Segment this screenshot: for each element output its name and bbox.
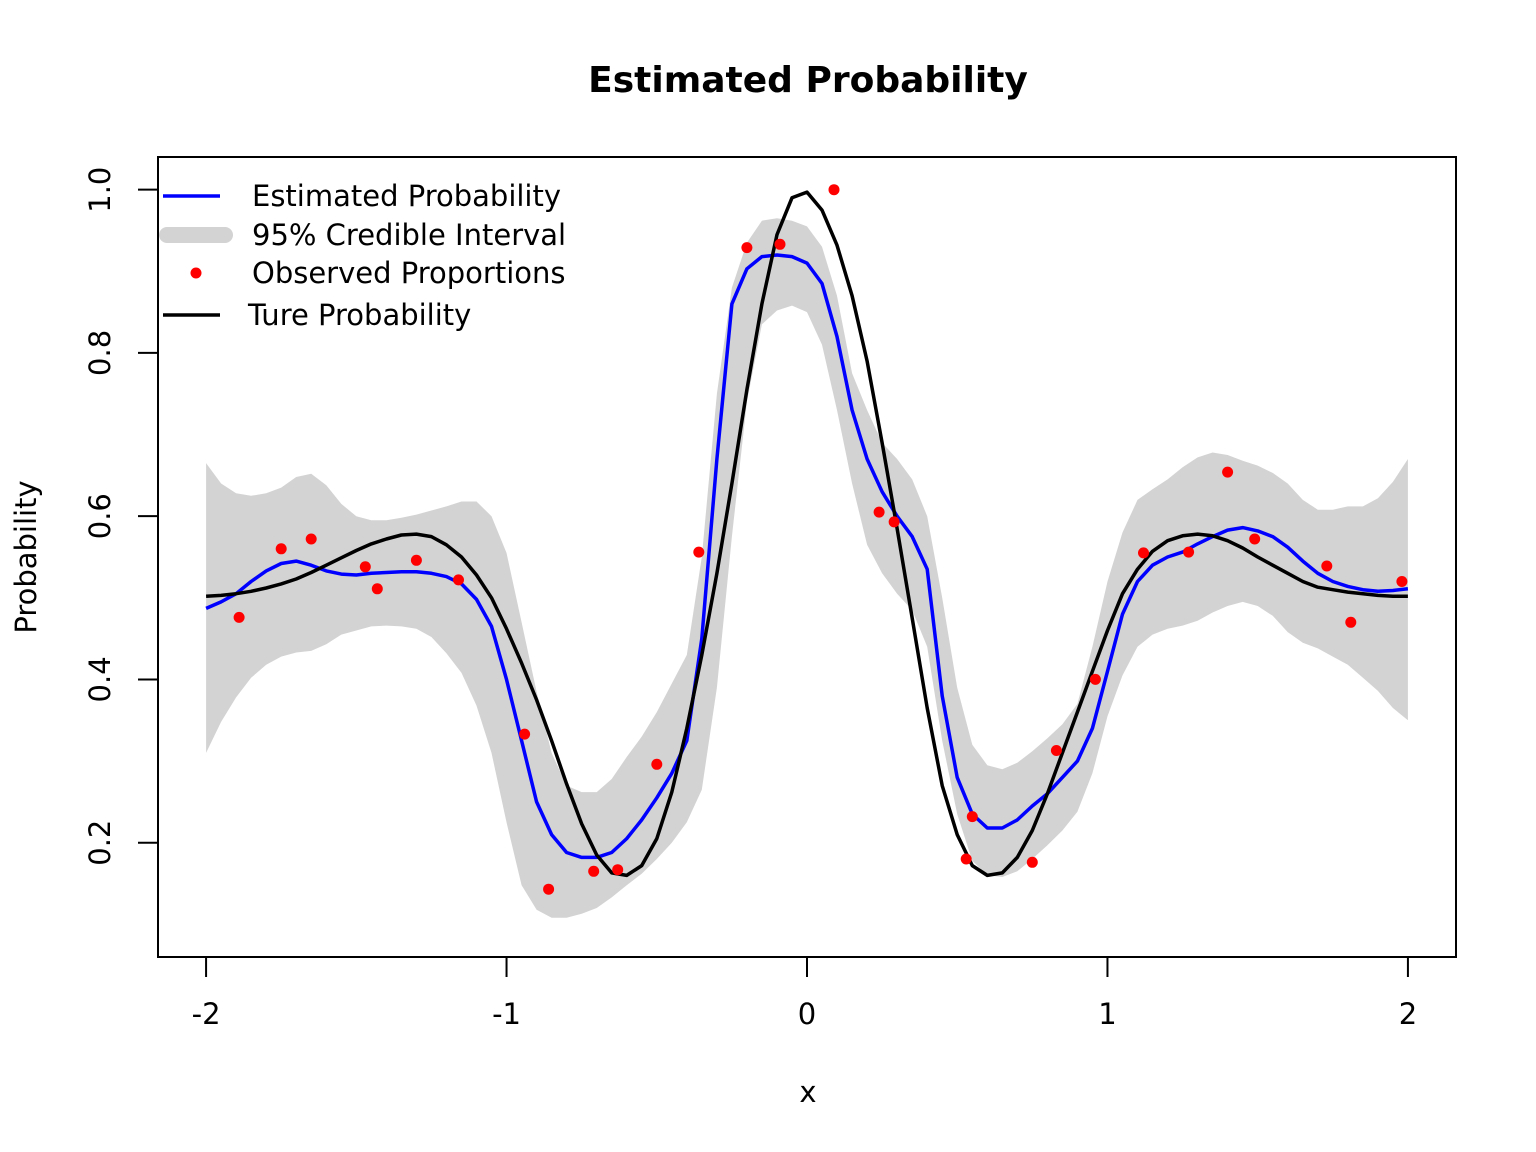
observed-point xyxy=(1138,547,1149,559)
x-tick-label: 1 xyxy=(1098,997,1116,1031)
observed-point xyxy=(960,853,972,865)
line-layer xyxy=(205,190,1409,878)
observed-point xyxy=(519,728,531,740)
estimated-probability-line xyxy=(205,253,1409,860)
observed-point xyxy=(275,543,287,555)
legend-label: Ture Probability xyxy=(247,298,471,332)
x-axis-label: x xyxy=(799,1075,816,1109)
chart-title: Estimated Probability xyxy=(588,60,1028,101)
observed-point xyxy=(1183,546,1195,558)
observed-point xyxy=(966,811,978,823)
y-tick-label: 0.4 xyxy=(83,656,117,702)
y-tick-label: 0.2 xyxy=(83,820,117,866)
observed-point xyxy=(1050,745,1062,756)
x-axis: -2 -1 0 1 2 xyxy=(192,956,1417,1031)
ture-probability-line xyxy=(206,190,1408,878)
observed-point xyxy=(371,583,383,595)
credible-interval-band-layer xyxy=(206,218,1408,918)
y-axis: 0.2 0.4 0.6 0.8 1.0 xyxy=(83,167,159,866)
x-tick-label: 2 xyxy=(1399,997,1417,1031)
observed-point xyxy=(741,242,753,254)
legend-point-swatch xyxy=(190,267,202,279)
x-tick-label: -2 xyxy=(192,997,221,1031)
observed-point xyxy=(1089,673,1101,685)
observed-point xyxy=(588,865,600,877)
observed-point xyxy=(1026,856,1038,868)
credible-interval-band xyxy=(206,218,1408,918)
observed-point xyxy=(233,611,245,623)
y-tick-label: 0.8 xyxy=(83,330,117,376)
y-tick-label: 1.0 xyxy=(83,167,117,213)
observed-point xyxy=(1321,560,1333,572)
observed-point xyxy=(612,864,624,876)
observed-point xyxy=(693,546,705,558)
observed-point xyxy=(1249,533,1261,545)
observed-point xyxy=(774,238,786,250)
legend-label: Estimated Probability xyxy=(252,179,561,213)
observed-point xyxy=(1222,466,1234,478)
observed-point xyxy=(305,533,317,545)
observed-point xyxy=(873,506,885,518)
observed-point xyxy=(359,561,371,573)
x-tick-label: -1 xyxy=(492,997,521,1031)
legend: Estimated Probability 95% Credible Interv… xyxy=(159,179,566,332)
y-tick-label: 0.6 xyxy=(83,493,117,539)
observed-point xyxy=(828,184,840,196)
x-tick-label: 0 xyxy=(798,997,816,1031)
legend-label: 95% Credible Interval xyxy=(252,218,566,252)
observed-point xyxy=(888,516,900,528)
observed-point xyxy=(543,883,555,895)
observed-points-layer xyxy=(233,184,1408,895)
observed-point xyxy=(410,554,422,566)
legend-label: Observed Proportions xyxy=(252,256,565,290)
y-axis-label: Probability xyxy=(9,480,43,633)
observed-point xyxy=(651,758,663,770)
observed-point xyxy=(1396,576,1408,587)
observed-point xyxy=(1345,616,1357,628)
observed-point xyxy=(453,574,464,586)
